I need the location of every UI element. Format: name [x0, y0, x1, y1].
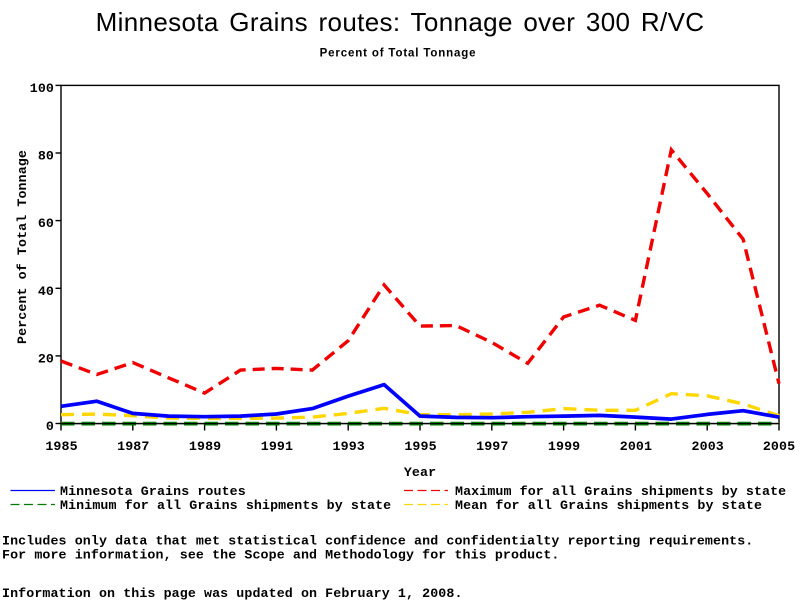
svg-text:1989: 1989 [189, 439, 221, 454]
svg-text:2001: 2001 [620, 439, 652, 454]
svg-text:For more information, see the: For more information, see the Scope and … [2, 548, 559, 563]
svg-text:1995: 1995 [404, 439, 436, 454]
svg-text:Minimum for all Grains shipmen: Minimum for all Grains shipments by stat… [60, 498, 391, 513]
svg-text:2005: 2005 [763, 439, 795, 454]
svg-text:Mean for all Grains shipments: Mean for all Grains shipments by state [455, 498, 762, 513]
svg-text:Maximum for all Grains shipmen: Maximum for all Grains shipments by stat… [455, 484, 786, 499]
svg-text:Minnesota Grains routes: Tonna: Minnesota Grains routes: Tonnage over 30… [96, 7, 705, 37]
svg-text:1985: 1985 [45, 439, 77, 454]
svg-text:Information on this page was u: Information on this page was updated on … [2, 586, 463, 600]
svg-text:Includes only data that met st: Includes only data that met statistical … [2, 534, 753, 549]
svg-text:1997: 1997 [476, 439, 508, 454]
svg-text:Percent of Total Tonnage: Percent of Total Tonnage [320, 48, 477, 60]
svg-text:2003: 2003 [692, 439, 724, 454]
svg-text:Minnesota Grains routes: Minnesota Grains routes [60, 484, 246, 499]
svg-text:1991: 1991 [261, 439, 293, 454]
svg-text:60: 60 [38, 216, 54, 231]
svg-text:80: 80 [38, 149, 54, 164]
svg-text:1999: 1999 [548, 439, 580, 454]
svg-text:Year: Year [404, 465, 436, 480]
svg-text:20: 20 [38, 351, 54, 366]
svg-text:100: 100 [30, 81, 54, 96]
svg-text:Percent of Total Tonnage: Percent of Total Tonnage [15, 150, 30, 344]
svg-text:1993: 1993 [333, 439, 365, 454]
svg-text:40: 40 [38, 284, 54, 299]
svg-text:1987: 1987 [117, 439, 149, 454]
svg-text:0: 0 [46, 419, 54, 434]
